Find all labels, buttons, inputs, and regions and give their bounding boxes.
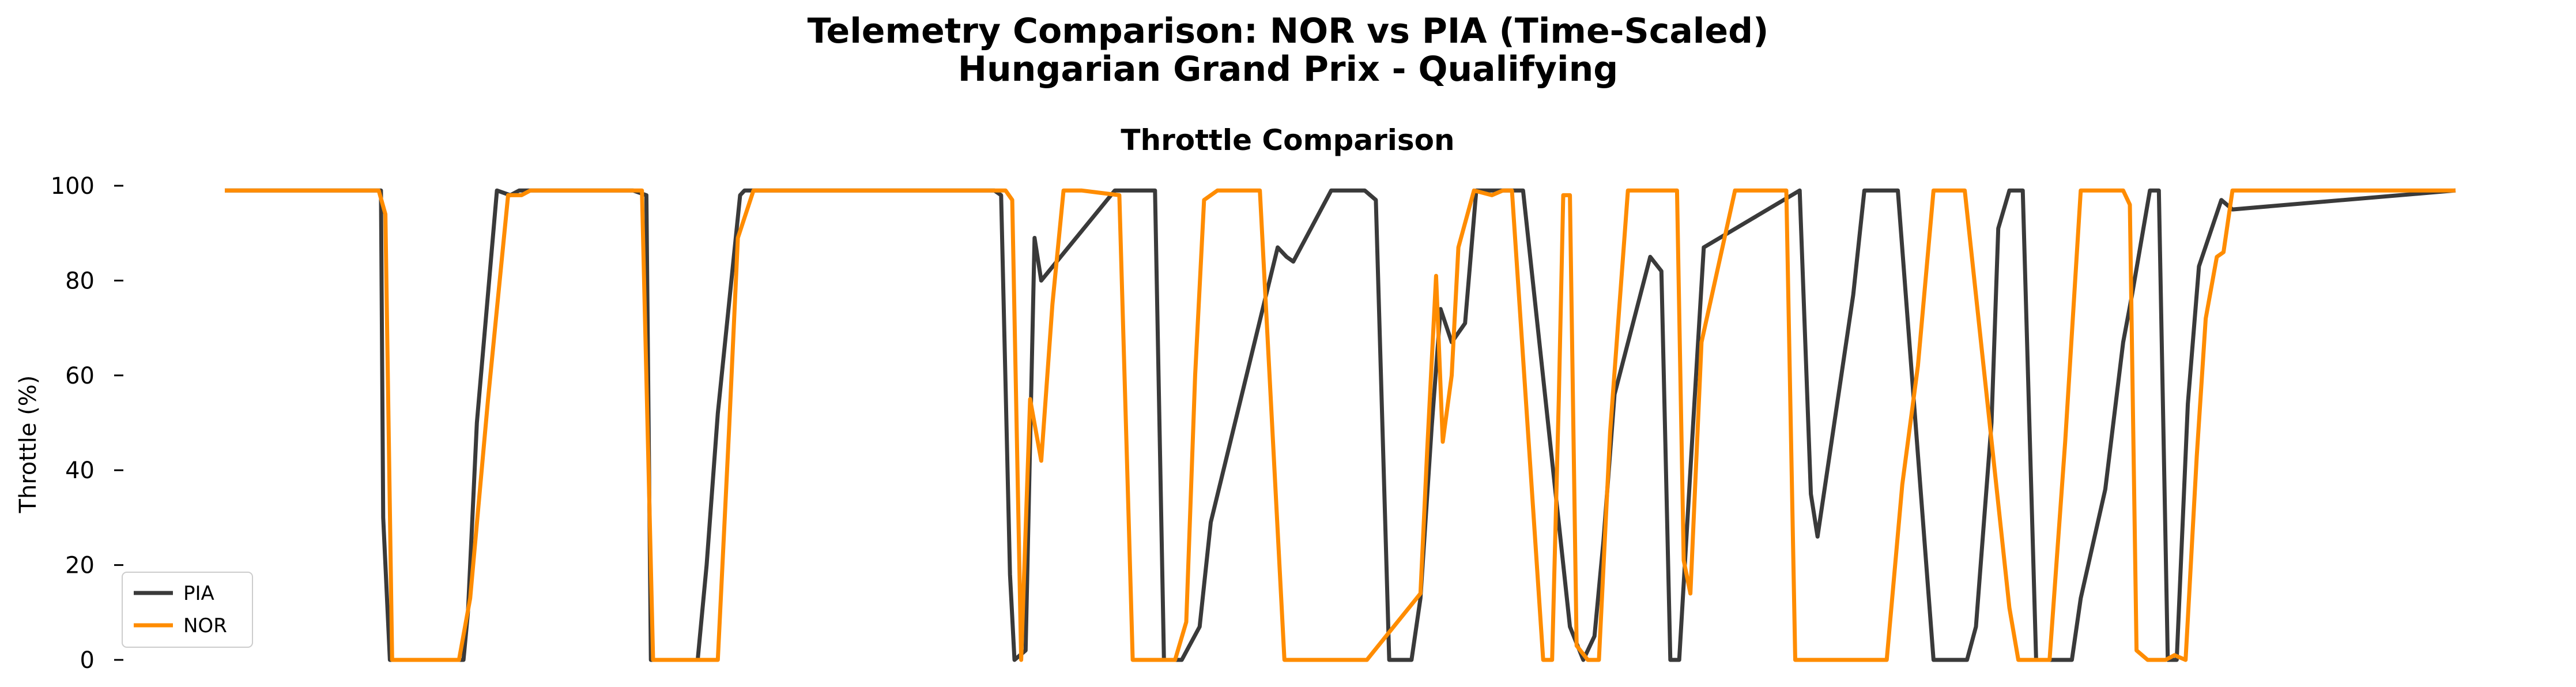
legend-label-pia: PIA	[183, 582, 214, 605]
y-tick-label: 0	[80, 647, 95, 674]
y-tick-label: 100	[51, 173, 95, 200]
legend-label-nor: NOR	[183, 614, 227, 637]
y-tick-label: 20	[65, 553, 95, 579]
y-tick-label: 80	[65, 268, 95, 294]
y-tick-label: 60	[65, 363, 95, 389]
y-axis-label: Throttle (%)	[15, 376, 42, 514]
figure-title-line2: Hungarian Grand Prix - Qualifying	[957, 49, 1619, 89]
plot-lines	[225, 188, 2456, 662]
legend: PIA NOR	[122, 572, 253, 648]
series-line-pia	[225, 188, 2456, 662]
y-tick-label: 40	[65, 457, 95, 484]
figure-title-line1: Telemetry Comparison: NOR vs PIA (Time-S…	[807, 11, 1769, 51]
y-axis: 0 20 40 60 80 100	[51, 173, 123, 674]
plot-title: Throttle Comparison	[1121, 123, 1454, 157]
series-line-nor	[225, 188, 2456, 662]
